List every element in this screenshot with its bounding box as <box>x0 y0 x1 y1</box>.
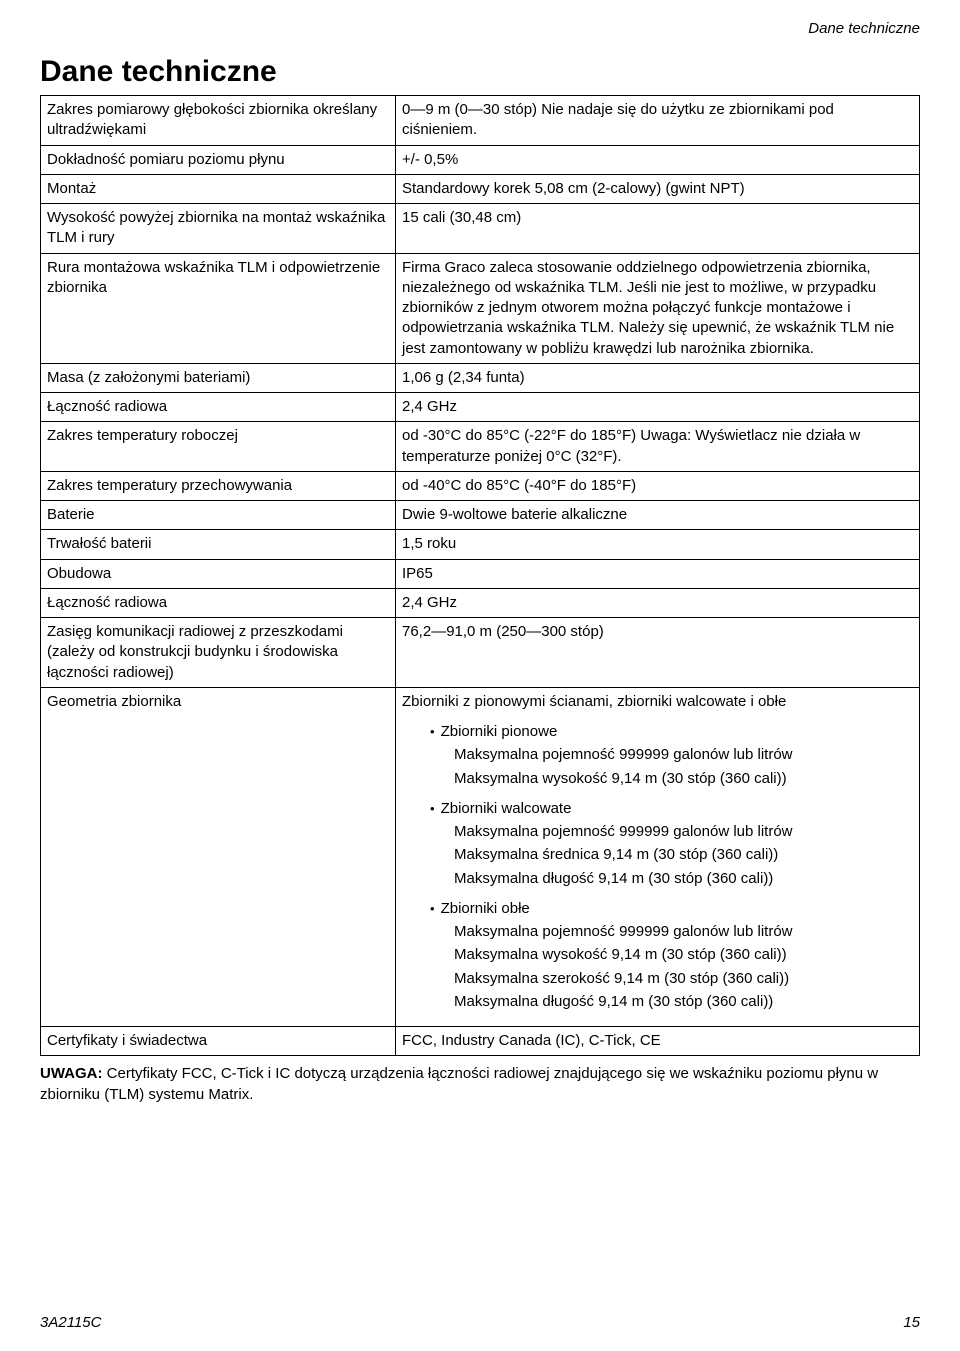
geometry-group-title: • Zbiorniki obłe <box>430 899 913 919</box>
page-footer: 3A2115C 15 <box>40 1314 920 1331</box>
spec-value: 0—9 m (0—30 stóp) Nie nadaje się do użyt… <box>396 96 920 146</box>
table-row: Łączność radiowa2,4 GHz <box>41 393 920 422</box>
table-row: BaterieDwie 9-woltowe baterie alkaliczne <box>41 501 920 530</box>
geometry-group-title-text: Zbiorniki pionowe <box>441 723 558 740</box>
spec-label: Łączność radiowa <box>41 393 396 422</box>
page-number: 15 <box>903 1314 920 1331</box>
geometry-group-title-text: Zbiorniki obłe <box>441 900 530 917</box>
spec-label: Certyfikaty i świadectwa <box>41 1027 396 1056</box>
geometry-line: Maksymalna pojemność 999999 galonów lub … <box>454 922 913 942</box>
spec-label: Dokładność pomiaru poziomu płynu <box>41 145 396 174</box>
geometry-group: • Zbiorniki pionowe Maksymalna pojemność 9… <box>402 722 913 789</box>
table-row: MontażStandardowy korek 5,08 cm (2-calow… <box>41 174 920 203</box>
spec-label: Trwałość baterii <box>41 530 396 559</box>
spec-label: Masa (z założonymi bateriami) <box>41 363 396 392</box>
spec-value: 1,5 roku <box>396 530 920 559</box>
spec-label: Łączność radiowa <box>41 588 396 617</box>
spec-value: +/- 0,5% <box>396 145 920 174</box>
table-row: Zasięg komunikacji radiowej z przeszkoda… <box>41 618 920 688</box>
table-row: Wysokość powyżej zbiornika na montaż wsk… <box>41 204 920 254</box>
table-row: Zakres pomiarowy głębokości zbiornika ok… <box>41 96 920 146</box>
spec-label: Wysokość powyżej zbiornika na montaż wsk… <box>41 204 396 254</box>
table-row: Rura montażowa wskaźnika TLM i odpowietr… <box>41 253 920 363</box>
bullet-icon: • <box>430 723 435 741</box>
spec-label: Baterie <box>41 501 396 530</box>
table-row: ObudowaIP65 <box>41 559 920 588</box>
table-row: Geometria zbiornika Zbiorniki z pionowymi… <box>41 687 920 1026</box>
table-row: Dokładność pomiaru poziomu płynu+/- 0,5% <box>41 145 920 174</box>
spec-value: FCC, Industry Canada (IC), C-Tick, CE <box>396 1027 920 1056</box>
geometry-line: Maksymalna szerokość 9,14 m (30 stóp (36… <box>454 969 913 989</box>
geometry-intro: Zbiorniki z pionowymi ścianami, zbiornik… <box>402 692 913 712</box>
running-header: Dane techniczne <box>40 20 920 37</box>
bullet-icon: • <box>430 800 435 818</box>
table-row: Trwałość baterii1,5 roku <box>41 530 920 559</box>
spec-label: Geometria zbiornika <box>41 687 396 1026</box>
table-row: Łączność radiowa2,4 GHz <box>41 588 920 617</box>
spec-value: 76,2—91,0 m (250—300 stóp) <box>396 618 920 688</box>
geometry-group-title-text: Zbiorniki walcowate <box>441 800 572 817</box>
spec-value: Firma Graco zaleca stosowanie oddzielneg… <box>396 253 920 363</box>
spec-value: od -40°C do 85°C (-40°F do 185°F) <box>396 471 920 500</box>
geometry-group: • Zbiorniki walcowate Maksymalna pojemność… <box>402 799 913 889</box>
spec-value: Standardowy korek 5,08 cm (2-calowy) (gw… <box>396 174 920 203</box>
geometry-line: Maksymalna długość 9,14 m (30 stóp (360 … <box>454 869 913 889</box>
page-title: Dane techniczne <box>40 55 920 89</box>
table-row: Zakres temperatury roboczejod -30°C do 8… <box>41 422 920 472</box>
geometry-line: Maksymalna wysokość 9,14 m (30 stóp (360… <box>454 769 913 789</box>
table-row: Masa (z założonymi bateriami)1,06 g (2,3… <box>41 363 920 392</box>
spec-value: 15 cali (30,48 cm) <box>396 204 920 254</box>
spec-value: Dwie 9-woltowe baterie alkaliczne <box>396 501 920 530</box>
table-row: Zakres temperatury przechowywaniaod -40°… <box>41 471 920 500</box>
spec-table: Zakres pomiarowy głębokości zbiornika ok… <box>40 95 920 1056</box>
geometry-line: Maksymalna pojemność 999999 galonów lub … <box>454 745 913 765</box>
spec-value: 2,4 GHz <box>396 588 920 617</box>
spec-label: Rura montażowa wskaźnika TLM i odpowietr… <box>41 253 396 363</box>
spec-label: Obudowa <box>41 559 396 588</box>
spec-label: Zasięg komunikacji radiowej z przeszkoda… <box>41 618 396 688</box>
geometry-group-title: • Zbiorniki pionowe <box>430 722 913 742</box>
geometry-line: Maksymalna długość 9,14 m (30 stóp (360 … <box>454 992 913 1012</box>
geometry-group-title: • Zbiorniki walcowate <box>430 799 913 819</box>
geometry-line: Maksymalna średnica 9,14 m (30 stóp (360… <box>454 845 913 865</box>
spec-label: Zakres pomiarowy głębokości zbiornika ok… <box>41 96 396 146</box>
note: UWAGA: Certyfikaty FCC, C-Tick i IC doty… <box>40 1064 920 1105</box>
bullet-icon: • <box>430 900 435 918</box>
spec-label: Zakres temperatury roboczej <box>41 422 396 472</box>
geometry-line: Maksymalna wysokość 9,14 m (30 stóp (360… <box>454 945 913 965</box>
geometry-group: • Zbiorniki obłe Maksymalna pojemność 9999… <box>402 899 913 1012</box>
geometry-line: Maksymalna pojemność 999999 galonów lub … <box>454 822 913 842</box>
spec-label: Montaż <box>41 174 396 203</box>
spec-value: 2,4 GHz <box>396 393 920 422</box>
doc-number: 3A2115C <box>40 1314 101 1331</box>
note-label: UWAGA: <box>40 1065 103 1082</box>
note-text: Certyfikaty FCC, C-Tick i IC dotyczą urz… <box>40 1065 878 1102</box>
spec-value: Zbiorniki z pionowymi ścianami, zbiornik… <box>396 687 920 1026</box>
spec-value: 1,06 g (2,34 funta) <box>396 363 920 392</box>
spec-value: IP65 <box>396 559 920 588</box>
spec-value: od -30°C do 85°C (-22°F do 185°F) Uwaga:… <box>396 422 920 472</box>
table-row: Certyfikaty i świadectwaFCC, Industry Ca… <box>41 1027 920 1056</box>
spec-label: Zakres temperatury przechowywania <box>41 471 396 500</box>
